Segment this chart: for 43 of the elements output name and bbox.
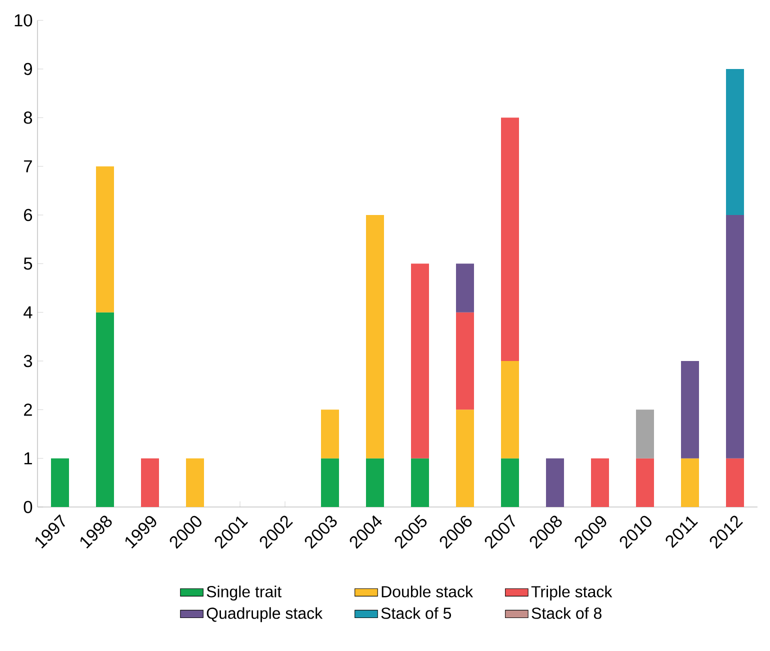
y-tick-label: 3 (24, 354, 32, 368)
y-tick-label: 7 (24, 160, 32, 172)
bar (546, 458, 564, 507)
bar (321, 458, 340, 507)
legend-label: Triple stack (531, 586, 612, 601)
bar (411, 458, 430, 507)
bar (321, 410, 340, 458)
bar (51, 458, 70, 507)
bar (141, 458, 160, 507)
bar (411, 264, 430, 458)
bar (636, 410, 654, 458)
bar (96, 312, 114, 507)
bar (456, 410, 474, 507)
y-tick-label: 9 (24, 62, 32, 76)
bar (501, 458, 520, 507)
bar (681, 361, 700, 458)
y-tick-label: 10 (14, 14, 32, 26)
bar (726, 215, 744, 458)
bar (456, 264, 474, 312)
legend-label: Stack of 5 (381, 607, 452, 619)
bar (681, 458, 700, 507)
bar (726, 458, 744, 507)
legend-label: Single trait (206, 586, 282, 601)
y-tick-label: 1 (24, 452, 32, 464)
bar (456, 312, 474, 410)
bar (366, 458, 384, 507)
bar (591, 458, 610, 507)
legend-label: Quadruple stack (206, 607, 323, 622)
bar (636, 458, 654, 507)
bar (96, 166, 114, 312)
legend-label: Stack of 8 (532, 607, 602, 619)
y-tick-label: 5 (24, 258, 32, 270)
y-tick-label: 4 (24, 306, 32, 318)
bar (366, 215, 384, 458)
bar (186, 458, 204, 507)
y-tick-label: 6 (24, 208, 32, 222)
y-tick-label: 2 (24, 404, 32, 416)
y-tick-label: 0 (24, 500, 32, 514)
bar (501, 361, 520, 458)
bar (726, 68, 744, 215)
bar (501, 118, 520, 361)
legend-label: Double stack (382, 586, 474, 598)
y-tick-label: 8 (24, 112, 32, 124)
